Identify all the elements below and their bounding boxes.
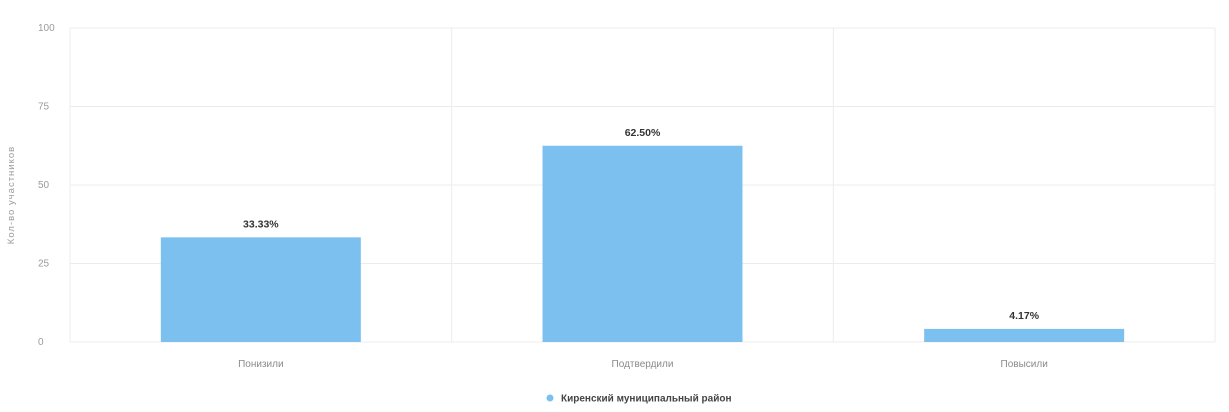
data-label-3: 4.17% [1009, 310, 1039, 322]
bar-1[interactable] [160, 237, 361, 342]
bars [160, 145, 1125, 342]
y-tick-label: 0 [38, 337, 44, 348]
bar-2[interactable] [542, 145, 743, 342]
data-label-2: 62.50% [625, 127, 661, 139]
legend-swatch [546, 394, 554, 402]
legend-label: Киренский муниципальный район [561, 394, 731, 405]
x-category-label-2: Подтвердили [612, 359, 674, 370]
y-tick-label: 100 [38, 23, 55, 34]
legend: Киренский муниципальный район [546, 394, 731, 405]
data-labels: 33.33% 62.50% 4.17% [243, 127, 1040, 322]
y-tick-label: 50 [38, 180, 50, 191]
x-category-label-1: Понизили [238, 359, 283, 370]
y-axis-title: Кол-во участников [6, 146, 17, 244]
x-category-label-3: Повысили [1001, 359, 1048, 370]
y-axis-ticks: 0 25 50 75 100 [38, 23, 55, 348]
x-axis-categories: Понизили Подтвердили Повысили [238, 359, 1048, 370]
y-tick-label: 75 [38, 102, 50, 113]
y-tick-label: 25 [38, 259, 50, 270]
bar-3[interactable] [924, 328, 1125, 342]
data-label-1: 33.33% [243, 218, 279, 230]
